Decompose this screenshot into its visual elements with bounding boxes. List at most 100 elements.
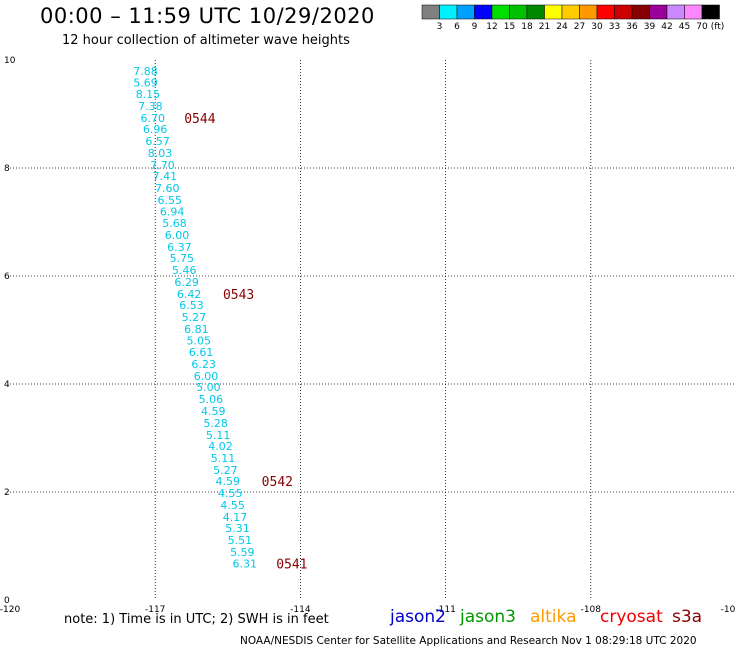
data-point-label: 6.57 <box>145 135 170 148</box>
chart-grid <box>10 60 736 600</box>
data-point-label: 6.70 <box>141 112 166 125</box>
data-point-label: 6.42 <box>177 288 202 301</box>
pass-number-label: 0541 <box>276 557 307 572</box>
data-point-label: 6.23 <box>191 358 216 371</box>
x-tick-label: -120 <box>0 605 20 615</box>
data-point-label: 6.53 <box>179 299 204 312</box>
data-point-label: 6.96 <box>143 123 168 136</box>
x-tick-label: -10 <box>721 605 736 615</box>
y-tick-label: 6 <box>4 272 10 282</box>
data-point-label: 6.81 <box>184 323 209 336</box>
footer-note: note: 1) Time is in UTC; 2) SWH is in fe… <box>64 612 329 627</box>
data-point-label: 4.55 <box>218 487 243 500</box>
legend-label: 33 <box>609 22 620 32</box>
color-legend: 3 6 9 12 15 18 21 24 27 30 33 36 39 42 45 70 (ft) <box>421 4 725 32</box>
legend-label: 36 <box>626 22 638 32</box>
pass-number-label: 0544 <box>184 112 215 127</box>
satellite-jason2: jason2 <box>390 607 446 627</box>
satellite-cryosat: cryosat <box>600 607 663 627</box>
data-point-label: 4.59 <box>201 405 226 418</box>
legend-swatch <box>684 4 703 20</box>
legend-swatch <box>544 4 563 20</box>
legend-swatch <box>491 4 510 20</box>
data-point-label: 5.11 <box>211 452 236 465</box>
satellite-jason3: jason3 <box>460 607 516 627</box>
legend-label: 70 <box>696 22 708 32</box>
data-point-label: 5.59 <box>230 546 255 559</box>
pass-annotations: 0544 0543 0542 0541 <box>184 112 307 573</box>
chart-subtitle: 12 hour collection of altimeter wave hei… <box>62 33 350 48</box>
data-point-label: 4.02 <box>208 440 233 453</box>
data-point-label: 6.00 <box>165 229 190 242</box>
data-point-label: 6.55 <box>157 194 182 207</box>
data-point-label: 5.00 <box>196 381 221 394</box>
data-point-label: 6.00 <box>194 370 219 383</box>
legend-swatch <box>631 4 650 20</box>
y-tick-label: 8 <box>4 164 10 174</box>
chart-title: 00:00 – 11:59 UTC 10/29/2020 <box>40 4 375 28</box>
x-tick-label: -117 <box>145 605 165 615</box>
satellite-altika: altika <box>530 607 577 627</box>
satellite-s3a: s3a <box>672 607 703 627</box>
data-point-label: 5.28 <box>203 417 228 430</box>
data-point-label: 6.37 <box>167 241 192 254</box>
legend-label: 15 <box>504 22 515 32</box>
data-point-label: 4.59 <box>216 475 241 488</box>
y-tick-label: 4 <box>4 380 10 390</box>
data-point-label: 5.31 <box>225 522 250 535</box>
data-point-label: 7.38 <box>138 100 163 113</box>
x-tick-label: -108 <box>581 605 602 615</box>
data-point-label: 6.61 <box>189 346 214 359</box>
legend-label: 18 <box>521 22 533 32</box>
data-point-label: 8.03 <box>148 147 173 160</box>
legend-label: 3 <box>437 22 443 32</box>
data-point-label: 5.11 <box>206 429 231 442</box>
legend-label: 9 <box>472 22 478 32</box>
legend-swatch <box>561 4 580 20</box>
data-point-label: 5.51 <box>228 534 253 547</box>
legend-swatch <box>666 4 685 20</box>
legend-swatch <box>596 4 615 20</box>
data-point-label: 5.75 <box>170 252 195 265</box>
pass-number-label: 0543 <box>223 288 254 303</box>
axis-ticks: -120 -117 -114 -111 -108 -10 0 2 4 6 8 10 <box>0 56 736 615</box>
legend-label: 27 <box>574 22 585 32</box>
data-point-label: 6.31 <box>232 557 257 570</box>
data-point-label: 4.55 <box>220 499 245 512</box>
legend-label: 30 <box>591 22 603 32</box>
legend-label: 6 <box>454 22 460 32</box>
pass-number-label: 0542 <box>262 475 293 490</box>
legend-swatch <box>456 4 475 20</box>
data-point-label: 5.05 <box>187 334 212 347</box>
data-point-label: 8.15 <box>136 88 161 101</box>
legend-unit: (ft) <box>711 22 725 32</box>
data-point-label: 7.60 <box>155 182 180 195</box>
legend-label: 21 <box>539 22 550 32</box>
data-point-label: 7.88 <box>133 65 158 78</box>
legend-swatch <box>421 4 440 20</box>
legend-label: 45 <box>679 22 690 32</box>
data-point-label: 7.70 <box>150 159 175 172</box>
legend-label: 42 <box>661 22 672 32</box>
legend-swatch <box>614 4 633 20</box>
data-point-label: 7.41 <box>153 170 178 183</box>
y-tick-label: 2 <box>4 488 10 498</box>
legend-swatch <box>649 4 668 20</box>
legend-swatch <box>701 4 720 20</box>
data-point-label: 5.69 <box>133 77 158 90</box>
footer-credit: NOAA/NESDIS Center for Satellite Applica… <box>240 635 697 647</box>
legend-label: 39 <box>644 22 656 32</box>
x-tick-label: -111 <box>435 605 455 615</box>
data-point-label: 5.68 <box>162 217 187 230</box>
data-point-label: 5.46 <box>172 264 197 277</box>
data-points: 7.885.698.157.386.706.966.578.037.707.41… <box>133 65 257 570</box>
x-tick-label: -114 <box>290 605 311 615</box>
data-point-label: 6.94 <box>160 206 185 219</box>
legend-swatch <box>579 4 598 20</box>
legend-swatch <box>474 4 493 20</box>
data-point-label: 6.29 <box>174 276 199 289</box>
y-tick-label: 0 <box>4 596 10 606</box>
y-tick-label: 10 <box>4 56 16 66</box>
legend-swatch <box>509 4 528 20</box>
